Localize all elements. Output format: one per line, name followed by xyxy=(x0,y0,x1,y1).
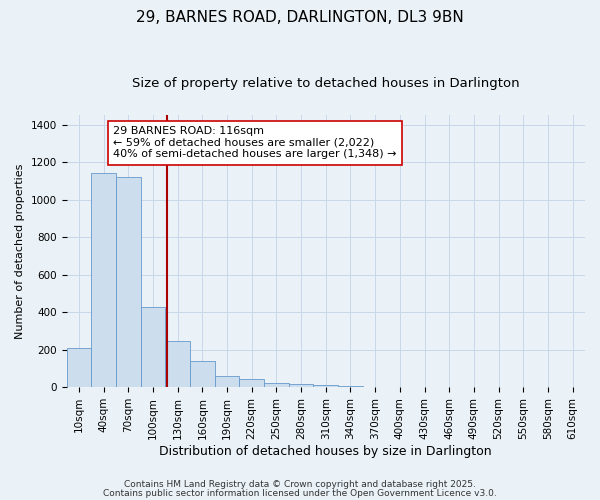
Text: 29 BARNES ROAD: 116sqm
← 59% of detached houses are smaller (2,022)
40% of semi-: 29 BARNES ROAD: 116sqm ← 59% of detached… xyxy=(113,126,397,160)
Bar xyxy=(91,174,116,387)
Bar xyxy=(116,177,140,387)
Text: 29, BARNES ROAD, DARLINGTON, DL3 9BN: 29, BARNES ROAD, DARLINGTON, DL3 9BN xyxy=(136,10,464,25)
Bar xyxy=(239,379,264,387)
Bar xyxy=(165,342,190,387)
Text: Contains public sector information licensed under the Open Government Licence v3: Contains public sector information licen… xyxy=(103,488,497,498)
Text: Contains HM Land Registry data © Crown copyright and database right 2025.: Contains HM Land Registry data © Crown c… xyxy=(124,480,476,489)
Bar xyxy=(289,384,313,387)
Title: Size of property relative to detached houses in Darlington: Size of property relative to detached ho… xyxy=(132,78,520,90)
Bar xyxy=(313,386,338,387)
Bar xyxy=(215,376,239,387)
Bar xyxy=(363,386,388,387)
Bar xyxy=(67,348,91,387)
Bar xyxy=(190,361,215,387)
Bar xyxy=(264,382,289,387)
Bar xyxy=(338,386,363,387)
Y-axis label: Number of detached properties: Number of detached properties xyxy=(15,164,25,339)
X-axis label: Distribution of detached houses by size in Darlington: Distribution of detached houses by size … xyxy=(160,444,492,458)
Bar xyxy=(140,306,165,387)
